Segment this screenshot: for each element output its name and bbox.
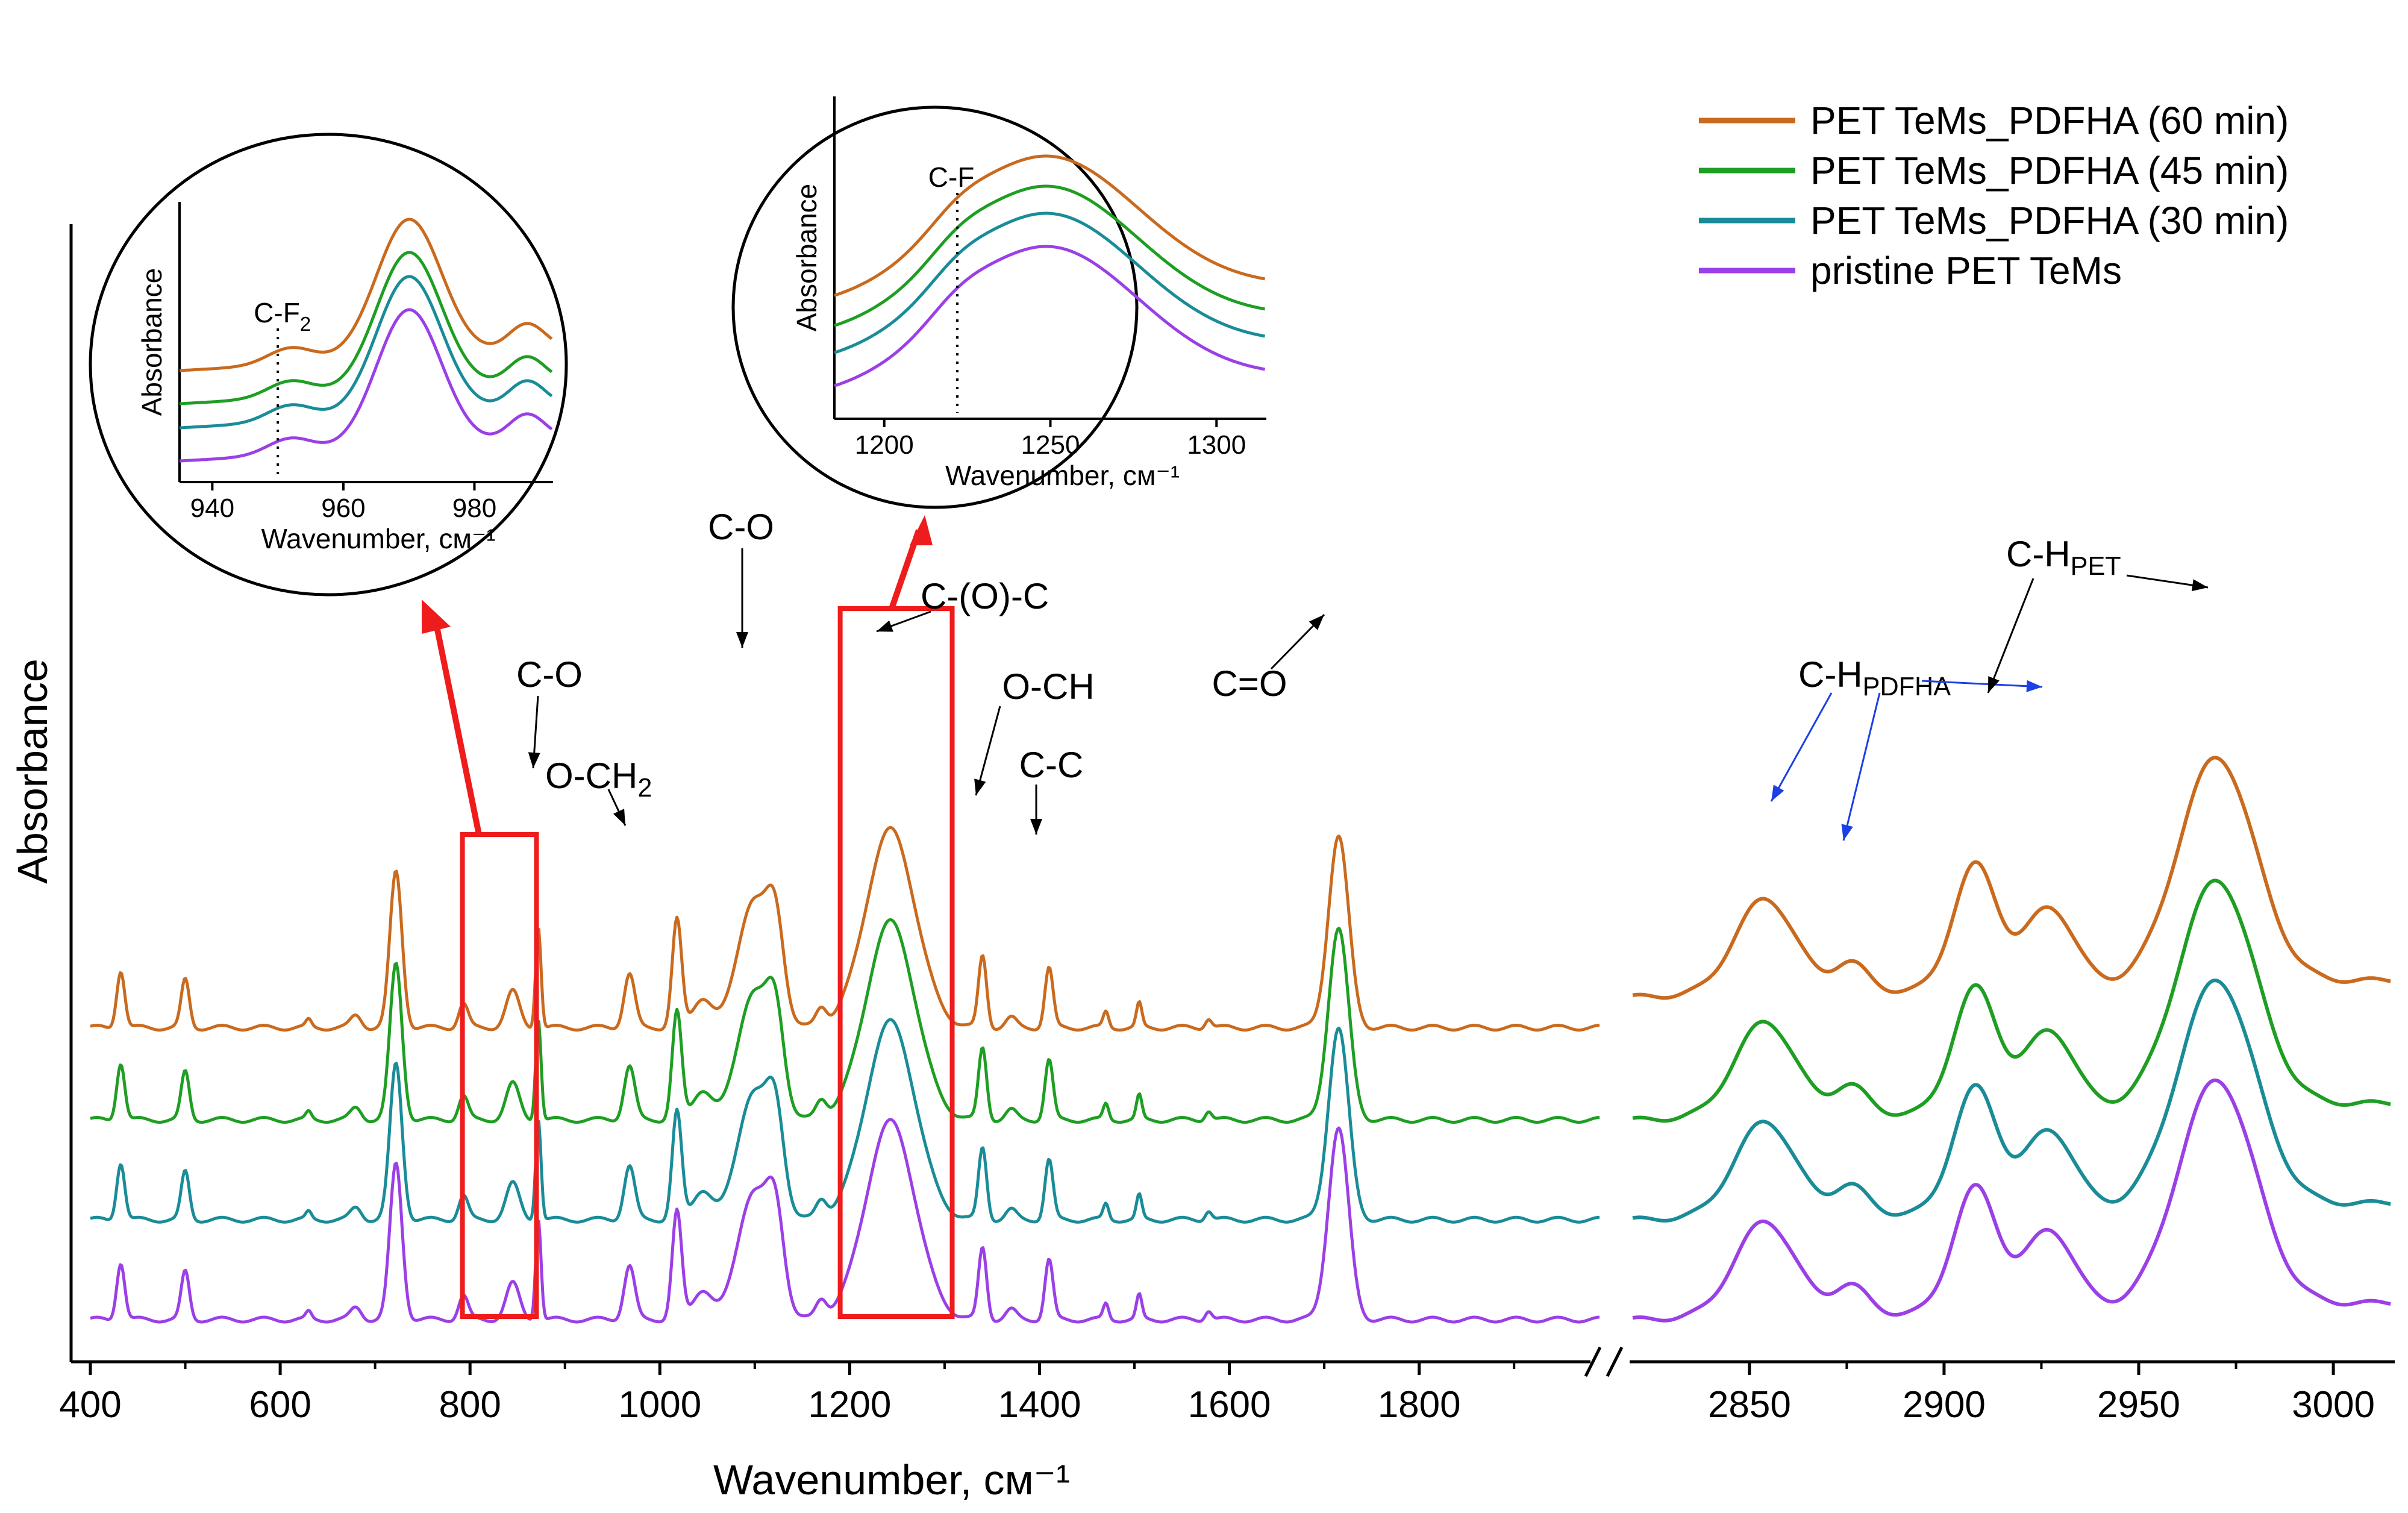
inset-ellipse-left bbox=[89, 133, 568, 597]
inset-series-line-right-s30 bbox=[834, 211, 1266, 354]
annotation-coc: C-(O)-C bbox=[921, 576, 1049, 616]
inset-tick-label-right: 1200 bbox=[855, 430, 914, 460]
series-line-low-s30 bbox=[90, 1018, 1600, 1224]
inset-ylabel-right: Absorbance bbox=[791, 184, 822, 332]
annotation-co-b: C-O bbox=[708, 507, 774, 547]
annotation-ch-pet-arrow-1-head bbox=[2191, 579, 2208, 592]
annotation-co-b-arrow-head bbox=[736, 632, 748, 648]
highlight-box-cf bbox=[837, 606, 955, 1319]
series-line-low-s0 bbox=[90, 1118, 1600, 1324]
legend: PET TeMs_PDFHA (60 min) PET TeMs_PDFHA (4… bbox=[1699, 99, 2289, 292]
annotation-ch-pdfha-main: C-H bbox=[1798, 654, 1863, 695]
inset-ylabel-left: Absorbance bbox=[136, 268, 167, 416]
axes: 400 600 800 1000 1200 1400 1600 1800 2850 2900 295… bbox=[9, 224, 2395, 1503]
annotation-co-a: C-O bbox=[516, 654, 583, 695]
annotation-och-arrow-head bbox=[974, 778, 986, 795]
series-line-high-s60 bbox=[1631, 756, 2392, 1000]
x-axis-title: Wavenumber, см⁻¹ bbox=[713, 1456, 1070, 1503]
annotation-ch-pdfha-sub: PDFHA bbox=[1863, 672, 1951, 701]
highlight-arrow-left bbox=[432, 617, 482, 835]
x-tick-label: 3000 bbox=[2292, 1384, 2375, 1426]
axis-break-mark-2 bbox=[1606, 1346, 1624, 1377]
x-tick-label: 1600 bbox=[1188, 1384, 1271, 1426]
inset-series-line-right-s0 bbox=[834, 245, 1266, 387]
series-line-high-s0 bbox=[1631, 1078, 2392, 1323]
annotation-cc: C-C bbox=[1019, 745, 1084, 785]
annotation-och2-sub: 2 bbox=[637, 774, 652, 803]
annotation-ch-pet-arrow-2-head bbox=[1988, 676, 2000, 693]
annotation-ch-pdfha-arrow-1-shaft bbox=[1770, 692, 1833, 802]
main-curves bbox=[90, 756, 2392, 1324]
series-line-low-s45 bbox=[90, 918, 1600, 1124]
x-tick-label: 1200 bbox=[808, 1384, 891, 1426]
x-tick-label: 1000 bbox=[618, 1384, 701, 1426]
series-line-low-s60 bbox=[90, 825, 1600, 1032]
inset-xlabel-right: Wavenumber, см⁻¹ bbox=[945, 460, 1180, 491]
x-tick-label: 2950 bbox=[2097, 1384, 2180, 1426]
inset-tick-label-left: 980 bbox=[452, 493, 496, 523]
legend-label-s0: pristine PET TeMs bbox=[1810, 249, 2122, 292]
inset-marker-label-right: C-F bbox=[928, 161, 975, 193]
highlight-arrowhead-left bbox=[422, 600, 451, 634]
y-axis-title: Absorbance bbox=[9, 659, 56, 884]
annotation-c-o-double-arrow-head bbox=[1309, 615, 1324, 630]
highlight-box-cf2 bbox=[460, 832, 539, 1319]
inset-marker-label-left-main: C-F bbox=[254, 297, 300, 328]
inset-series-line-left-s30 bbox=[179, 275, 553, 430]
annotation-ch-pdfha-arrow-1-head bbox=[1771, 785, 1784, 801]
series-line-high-s30 bbox=[1631, 979, 2392, 1223]
annotation-ch-pet: C-HPET bbox=[2006, 534, 2121, 581]
legend-label-s45: PET TeMs_PDFHA (45 min) bbox=[1810, 149, 2289, 192]
x-tick-label: 2900 bbox=[1903, 1384, 1986, 1426]
inset-series-line-left-s45 bbox=[179, 251, 553, 406]
inset-series-line-left-s0 bbox=[179, 308, 553, 463]
axis-break-mark-1 bbox=[1584, 1346, 1602, 1377]
inset-tick-label-left: 940 bbox=[190, 493, 234, 523]
x-tick-label: 2850 bbox=[1708, 1384, 1791, 1426]
inset-series-line-left-s60 bbox=[179, 218, 553, 372]
annotation-och2-main: O-CH bbox=[545, 756, 637, 796]
annotation-ch-pdfha: C-HPDFHA bbox=[1798, 654, 1951, 701]
annotation-och: O-CH bbox=[1002, 666, 1094, 707]
inset-tick-label-left: 960 bbox=[321, 493, 365, 523]
annotation-cc-arrow-head bbox=[1030, 819, 1042, 835]
inset-series-line-right-s60 bbox=[834, 154, 1266, 297]
series-line-high-s45 bbox=[1631, 879, 2392, 1123]
x-tick-label: 400 bbox=[59, 1384, 121, 1426]
x-tick-label: 1800 bbox=[1378, 1384, 1461, 1426]
x-tick-label: 800 bbox=[439, 1384, 501, 1426]
annotation-ch-pdfha-arrow-2-shaft bbox=[1842, 692, 1881, 841]
inset-xlabel-left: Wavenumber, см⁻¹ bbox=[261, 523, 495, 554]
annotation-och2: O-CH2 bbox=[545, 756, 652, 803]
annotation-coc-arrow-head bbox=[877, 620, 893, 632]
inset-series-line-right-s45 bbox=[834, 184, 1266, 327]
annotation-c-o-double: C=O bbox=[1212, 663, 1287, 704]
inset-marker-label-left-sub: 2 bbox=[300, 313, 311, 336]
x-tick-label: 600 bbox=[249, 1384, 311, 1426]
annotation-co-a-arrow-head bbox=[528, 752, 540, 768]
legend-label-s60: PET TeMs_PDFHA (60 min) bbox=[1810, 99, 2289, 142]
annotation-ch-pdfha-arrow-2-head bbox=[1841, 824, 1853, 841]
annotation-ch-pet-sub: PET bbox=[2071, 552, 2121, 581]
annotation-ch-pet-arrow-2-shaft bbox=[1987, 578, 2034, 694]
highlight-boxes bbox=[422, 515, 955, 1319]
annotation-ch-pet-main: C-H bbox=[2006, 534, 2071, 574]
inset-marker-label-left: C-F2 bbox=[254, 297, 311, 336]
highlight-arrowhead-right bbox=[910, 515, 933, 545]
x-tick-label: 1400 bbox=[998, 1384, 1081, 1426]
legend-label-s30: PET TeMs_PDFHA (30 min) bbox=[1810, 199, 2289, 242]
annotation-och2-arrow-head bbox=[613, 809, 625, 825]
annotation-ch-pdfha-arrow-3-head bbox=[2026, 680, 2042, 692]
inset-tick-label-right: 1250 bbox=[1021, 430, 1080, 460]
inset-tick-label-right: 1300 bbox=[1187, 430, 1246, 460]
annotation-ch-pdfha-arrow-3-shaft bbox=[1921, 680, 2043, 688]
